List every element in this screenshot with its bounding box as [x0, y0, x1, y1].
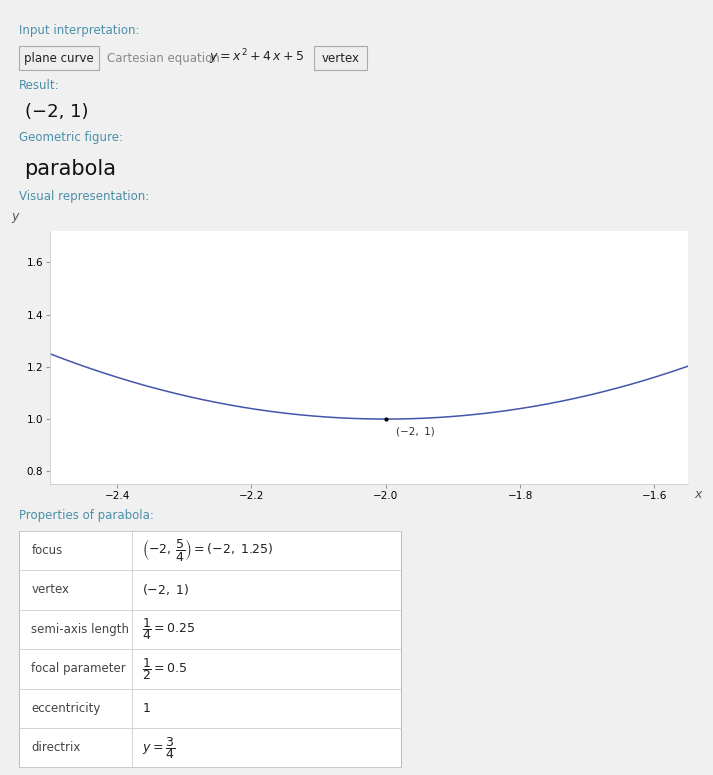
Text: Properties of parabola:: Properties of parabola:	[19, 509, 154, 522]
Text: Geometric figure:: Geometric figure:	[19, 132, 123, 144]
Bar	[314, 46, 367, 71]
Text: $\dfrac{1}{2} = 0.5$: $\dfrac{1}{2} = 0.5$	[142, 656, 188, 682]
Text: $y = x^{\,2} + 4\,x + 5$: $y = x^{\,2} + 4\,x + 5$	[209, 48, 304, 67]
Text: (−2,  1): (−2, 1)	[396, 426, 435, 436]
Bar	[19, 728, 401, 767]
Text: x: x	[694, 488, 702, 501]
Text: $(-2,\ 1)$: $(-2,\ 1)$	[142, 582, 190, 598]
Text: $1$: $1$	[142, 702, 151, 715]
Text: Cartesian equation: Cartesian equation	[107, 52, 220, 64]
Text: $\dfrac{1}{4} = 0.25$: $\dfrac{1}{4} = 0.25$	[142, 616, 195, 642]
Text: eccentricity: eccentricity	[31, 702, 101, 715]
Bar	[19, 688, 401, 728]
Text: focus: focus	[31, 544, 63, 557]
Bar	[19, 531, 401, 570]
Bar	[19, 531, 401, 767]
Text: plane curve: plane curve	[24, 52, 93, 64]
Text: vertex: vertex	[322, 52, 359, 64]
Text: $\left(-2,\,\dfrac{5}{4}\right) = (-2,\ 1.25)$: $\left(-2,\,\dfrac{5}{4}\right) = (-2,\ …	[142, 537, 274, 563]
Text: parabola: parabola	[24, 159, 116, 179]
Bar	[19, 46, 98, 71]
Text: y: y	[11, 210, 19, 223]
Text: semi-axis length: semi-axis length	[31, 623, 130, 636]
Text: $y = \dfrac{3}{4}$: $y = \dfrac{3}{4}$	[142, 735, 175, 761]
Text: focal parameter: focal parameter	[31, 663, 126, 675]
Text: Result:: Result:	[19, 79, 60, 91]
Text: Visual representation:: Visual representation:	[19, 191, 149, 203]
Bar	[19, 610, 401, 649]
Text: vertex: vertex	[31, 584, 69, 596]
Bar	[19, 570, 401, 610]
Text: Input interpretation:: Input interpretation:	[19, 25, 140, 37]
Text: (−2, 1): (−2, 1)	[24, 102, 88, 121]
Text: directrix: directrix	[31, 741, 81, 754]
Bar	[19, 649, 401, 688]
